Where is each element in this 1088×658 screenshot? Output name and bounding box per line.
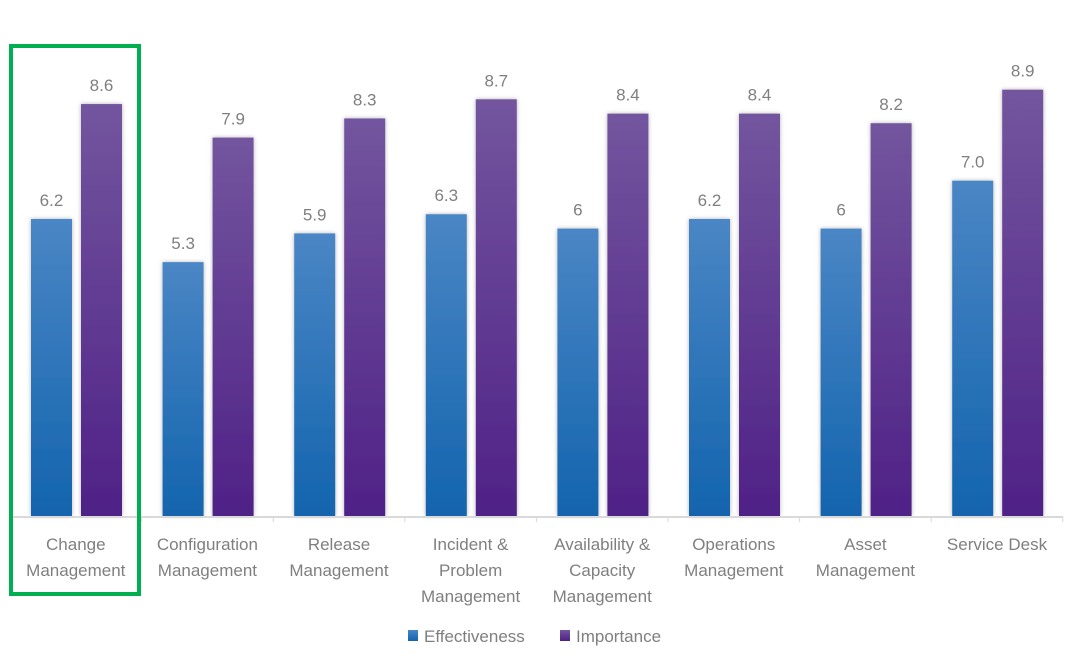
category-label: Release <box>308 535 370 554</box>
legend: Effectiveness Importance <box>408 627 661 646</box>
category-label: Management <box>421 587 521 606</box>
legend-swatch-importance <box>560 630 570 641</box>
data-label: 6.2 <box>40 191 64 210</box>
data-label: 6.2 <box>698 191 722 210</box>
category-label: Capacity <box>569 561 636 580</box>
category-label: Configuration <box>157 535 258 554</box>
highlight-box <box>9 44 141 596</box>
bar-importance-4 <box>607 113 649 516</box>
legend-label: Importance <box>576 627 661 646</box>
category-label: Management <box>158 561 258 580</box>
data-label: 8.3 <box>353 90 377 109</box>
data-label: 5.3 <box>171 234 195 253</box>
category-label: Management <box>289 561 389 580</box>
data-label: 8.4 <box>616 86 640 105</box>
bar-effectiveness-4 <box>557 228 599 516</box>
bar-effectiveness-7 <box>952 180 994 516</box>
bar-effectiveness-0 <box>31 219 72 516</box>
data-label: 8.4 <box>748 86 772 105</box>
category-label: Asset <box>844 535 887 554</box>
category-label: Problem <box>439 561 502 580</box>
data-label: 8.7 <box>484 71 508 90</box>
data-label: 8.6 <box>90 76 114 95</box>
bar-importance-3 <box>475 99 517 517</box>
bar-effectiveness-3 <box>425 214 467 517</box>
data-label: 8.2 <box>879 95 903 114</box>
data-label: 6 <box>836 201 845 220</box>
data-label: 8.9 <box>1011 62 1035 81</box>
legend-swatch-effectiveness <box>408 630 418 641</box>
category-label: Incident & <box>433 535 509 554</box>
category-label: Management <box>26 561 126 580</box>
data-label: 6 <box>573 201 582 220</box>
category-label: Change <box>46 535 106 554</box>
data-label: 7.9 <box>221 110 245 129</box>
bar-effectiveness-2 <box>294 233 336 516</box>
category-label: Management <box>553 587 653 606</box>
bar-importance-0 <box>81 104 122 516</box>
category-label: Service Desk <box>947 535 1048 554</box>
bar-effectiveness-6 <box>820 228 862 516</box>
category-label: Management <box>816 561 916 580</box>
data-label: 7.0 <box>961 153 985 172</box>
data-label: 5.9 <box>303 205 327 224</box>
category-label: Availability & <box>554 535 651 554</box>
bar-importance-5 <box>739 113 780 516</box>
category-label: Operations <box>692 535 775 554</box>
bar-effectiveness-5 <box>689 219 730 516</box>
bar-effectiveness-1 <box>162 262 204 516</box>
bar-importance-7 <box>1002 89 1044 516</box>
legend-label: Effectiveness <box>424 627 525 646</box>
bar-importance-6 <box>870 123 912 516</box>
bar-importance-1 <box>212 137 254 516</box>
data-label: 6.3 <box>434 186 458 205</box>
category-label: Management <box>684 561 784 580</box>
bar-importance-2 <box>344 118 386 517</box>
